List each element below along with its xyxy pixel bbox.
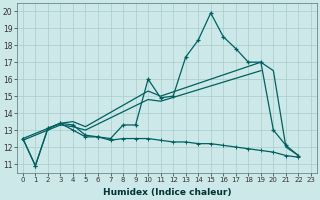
X-axis label: Humidex (Indice chaleur): Humidex (Indice chaleur): [103, 188, 231, 197]
